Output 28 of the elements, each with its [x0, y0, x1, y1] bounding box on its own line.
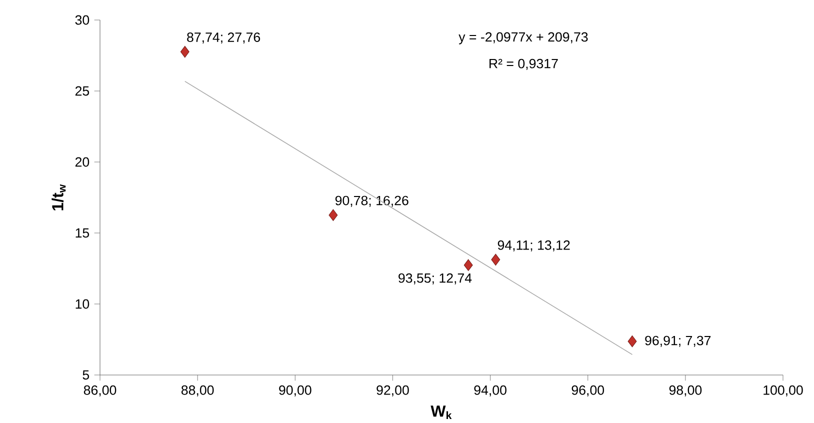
- annotation: y = -2,0977x + 209,73: [458, 32, 588, 44]
- point: [328, 209, 338, 221]
- y-tick-label: 15: [76, 228, 90, 238]
- x-tick-label: 96,00: [572, 385, 604, 396]
- x-axis-title: W$_{k}$: [430, 405, 452, 419]
- x-tick-label: 98,00: [669, 385, 702, 396]
- x-tick-label: 92,00: [376, 385, 409, 396]
- data-label: 94,11; 13,12: [498, 240, 570, 252]
- y-axis-title: 1/t$_{w}$: [52, 184, 66, 210]
- x-tick-label: 86,00: [84, 385, 116, 396]
- x-tick-label: 100,00: [764, 385, 803, 396]
- x-tick-label: 94,00: [474, 385, 506, 396]
- data-label: 90,78; 16,26: [335, 196, 408, 207]
- x-tick-label: 88,00: [181, 385, 214, 396]
- y-tick-label: 20: [75, 157, 90, 167]
- point: [491, 254, 500, 266]
- x-tick-label: 90,00: [279, 385, 312, 396]
- data-label: 96,91; 7,37: [645, 336, 711, 347]
- point: [464, 259, 473, 271]
- y-tick-label: 5: [82, 370, 90, 380]
- point: [180, 46, 190, 58]
- y-tick-label: 10: [76, 299, 90, 308]
- y-tick-label: 25: [75, 86, 90, 96]
- annotation: R² = 0,9317: [490, 58, 558, 70]
- data-label: 87,74; 27,76: [187, 32, 260, 44]
- data-label: 93,55; 12,74: [398, 273, 472, 284]
- point: [628, 335, 637, 347]
- y-tick-label: 30: [75, 15, 90, 25]
